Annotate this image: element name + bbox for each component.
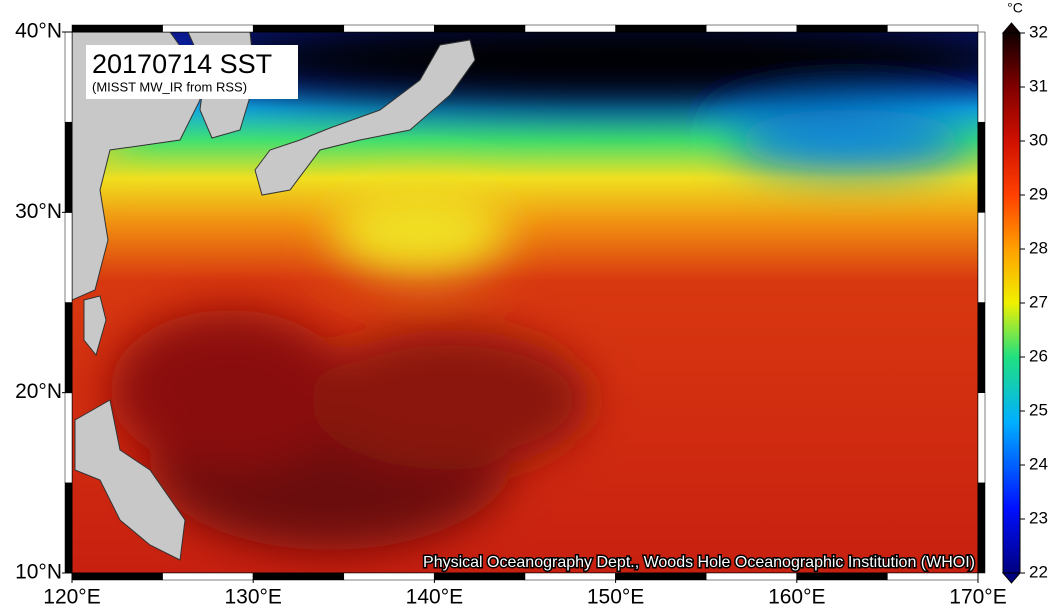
border-segment [343, 24, 435, 33]
lon-tick-label: 170°E [949, 586, 1006, 609]
colorbar-tick-label: 29 [1029, 184, 1048, 203]
credit: Physical Oceanography Dept., Woods Hole … [423, 554, 975, 571]
border-segment [162, 572, 254, 581]
lon-tick-label: 130°E [224, 586, 281, 609]
lat-tick-label: 20°N [15, 380, 62, 403]
border-segment [977, 121, 986, 213]
lat-tick-label: 30°N [15, 200, 62, 223]
border-segment [977, 31, 986, 123]
border-segment [71, 24, 163, 33]
colorbar-tick-label: 28 [1029, 238, 1048, 257]
colorbar-tick-label: 26 [1029, 346, 1048, 365]
map-border [64, 24, 986, 581]
lon-tick-label: 120°E [43, 586, 100, 609]
lon-tick-label: 150°E [587, 586, 644, 609]
border-segment [977, 482, 986, 574]
border-segment [252, 572, 345, 581]
sst-field [72, 32, 978, 573]
title-box [86, 45, 298, 99]
border-segment [64, 482, 73, 574]
colorbar-tick-label: 30 [1029, 130, 1048, 149]
border-segment [615, 572, 707, 581]
border-segment [71, 572, 163, 581]
border-segment [887, 572, 979, 581]
subtitle: (MISST MW_IR from RSS) [92, 79, 247, 94]
border-segment [64, 121, 73, 213]
border-segment [343, 572, 435, 581]
colorbar-tick-label: 23 [1029, 508, 1048, 527]
border-segment [524, 572, 616, 581]
border-segment [796, 24, 888, 33]
border-segment [524, 24, 616, 33]
border-segment [705, 24, 798, 33]
border-segment [796, 572, 888, 581]
border-segment [64, 392, 73, 484]
border-segment [887, 24, 979, 33]
border-segment [64, 302, 73, 393]
lat-tick-label: 10°N [15, 561, 62, 584]
title: 20170714 SST [92, 49, 272, 79]
lat-tick-label: 40°N [15, 20, 62, 43]
colorbar-max-arrow [1001, 22, 1022, 34]
border-segment [977, 302, 986, 393]
lon-tick-label: 160°E [768, 586, 825, 609]
border-segment [705, 572, 798, 581]
colorbar-unit: °C [1007, 0, 1023, 16]
colorbar [1002, 32, 1021, 574]
border-segment [977, 212, 986, 303]
border-segment [977, 392, 986, 484]
colorbar-tick-label: 27 [1029, 292, 1048, 311]
border-segment [252, 24, 345, 33]
colorbar-tick-label: 31 [1029, 76, 1048, 95]
colorbar-tick-label: 25 [1029, 400, 1048, 419]
colorbar-tick-label: 22 [1029, 562, 1048, 581]
lon-tick-label: 140°E [406, 586, 463, 609]
border-segment [615, 24, 707, 33]
border-segment [434, 572, 526, 581]
border-segment [162, 24, 254, 33]
colorbar-tick-label: 32 [1029, 22, 1048, 41]
border-segment [434, 24, 526, 33]
border-segment [64, 31, 73, 123]
border-segment [64, 212, 73, 303]
colorbar-tick-label: 24 [1029, 454, 1048, 473]
colorbar-min-arrow [1001, 572, 1022, 584]
